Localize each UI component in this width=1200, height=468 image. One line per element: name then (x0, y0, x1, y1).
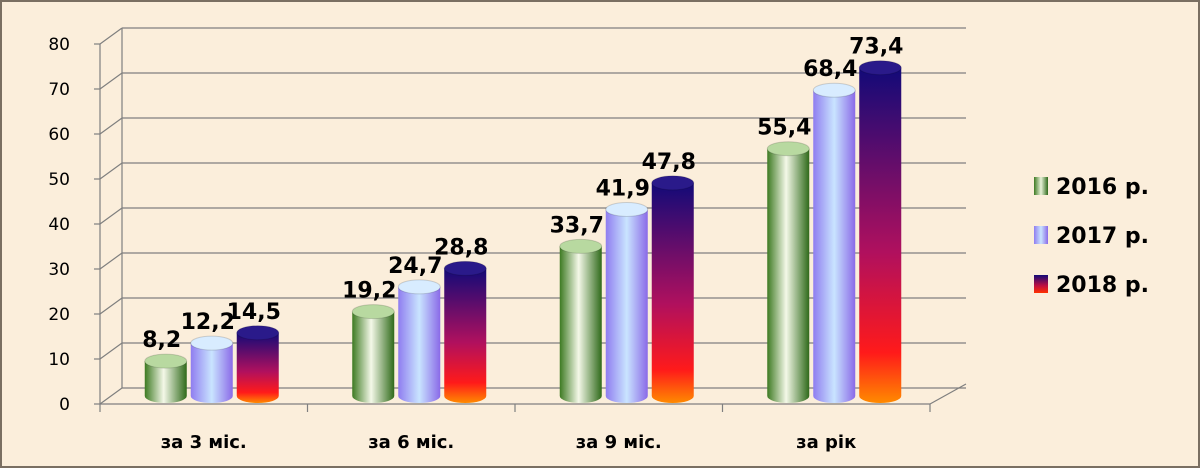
legend-swatch (1034, 275, 1048, 293)
axes: 0 10 20 30 40 50 60 70 80 за 3 міс. за 6 міс. за 9 … (48, 28, 967, 453)
bar-top (858, 60, 902, 76)
legend-swatch (1034, 226, 1048, 244)
data-label: 47,8 (642, 150, 696, 175)
bar (812, 82, 856, 403)
gridline-depth (99, 27, 123, 45)
bar (605, 201, 649, 403)
floor-edge (929, 383, 967, 405)
bar (144, 353, 188, 403)
legend-item: 2018 р. (1034, 273, 1149, 298)
bar-top (766, 141, 810, 157)
bar-body (767, 148, 810, 403)
bar-top (351, 304, 395, 320)
legend-label: 2018 р. (1056, 273, 1149, 298)
legend-item: 2016 р. (1034, 175, 1149, 200)
y-tick-label: 70 (48, 80, 70, 100)
bar-top (812, 82, 856, 98)
bar-top (651, 175, 695, 191)
bar (858, 60, 902, 403)
bar-body (398, 286, 441, 403)
bar-top (605, 201, 649, 217)
x-tick-label: за 3 міс. (161, 432, 247, 453)
bar-top (144, 353, 188, 369)
data-label: 41,9 (596, 176, 650, 201)
bar (190, 335, 234, 403)
data-label: 8,2 (142, 328, 181, 353)
y-tick-label: 40 (48, 215, 70, 235)
x-tick-label: за 6 міс. (368, 432, 454, 453)
bar-top (190, 335, 234, 351)
legend-item: 2017 р. (1034, 224, 1149, 249)
data-label: 33,7 (550, 213, 604, 238)
bar-body (559, 246, 602, 403)
data-labels: 8,212,214,5 19,224,728,8 33,7 41,947,8 55,4 6… (142, 35, 903, 353)
bar-body (352, 311, 395, 403)
bar-top (443, 260, 487, 276)
x-tick-label: за 9 міс. (576, 432, 662, 453)
data-label: 73,4 (849, 35, 903, 60)
bar (559, 238, 603, 403)
legend-label: 2017 р. (1056, 224, 1149, 249)
bar-top (236, 325, 280, 341)
gridline-depth (99, 252, 123, 270)
gridline-depth (99, 342, 123, 360)
bar-body (236, 332, 279, 403)
gridline-depth (99, 72, 123, 90)
bar-body (813, 90, 856, 403)
y-tick-label: 80 (48, 35, 70, 55)
bar (766, 141, 810, 403)
legend-label: 2016 р. (1056, 175, 1149, 200)
gridline-depth (99, 297, 123, 315)
data-label: 28,8 (434, 235, 488, 260)
data-label: 68,4 (803, 57, 857, 82)
legend: 2016 р. 2017 р. 2018 р. (1034, 175, 1149, 298)
bar-body (605, 209, 648, 403)
bar-top (397, 279, 441, 295)
data-label: 14,5 (227, 300, 281, 325)
legend-swatch (1034, 177, 1048, 195)
y-tick-label: 10 (48, 350, 70, 370)
y-tick-label: 60 (48, 125, 70, 145)
gridline-depth (99, 117, 123, 135)
data-label: 55,4 (757, 116, 811, 141)
y-tick-label: 30 (48, 260, 70, 280)
x-tick-label: за рік (796, 432, 856, 453)
bar (397, 279, 441, 403)
data-label: 12,2 (181, 310, 235, 335)
bars (144, 60, 902, 403)
data-label: 24,7 (388, 254, 442, 279)
bar-body (651, 182, 694, 403)
y-tick-label: 0 (59, 395, 70, 415)
bar (443, 260, 487, 403)
bar (236, 325, 280, 403)
gridline-depth (99, 207, 123, 225)
bar-top (559, 238, 603, 254)
gridline-depth (99, 387, 123, 405)
bar (351, 304, 395, 403)
bar-body (190, 343, 233, 403)
bar (651, 175, 695, 403)
y-tick-label: 50 (48, 170, 70, 190)
bar-body (444, 268, 487, 403)
bar-body (859, 67, 902, 403)
y-tick-label: 20 (48, 305, 70, 325)
bar-body (144, 361, 187, 403)
gridline-depth (99, 162, 123, 180)
data-label: 19,2 (342, 279, 396, 304)
